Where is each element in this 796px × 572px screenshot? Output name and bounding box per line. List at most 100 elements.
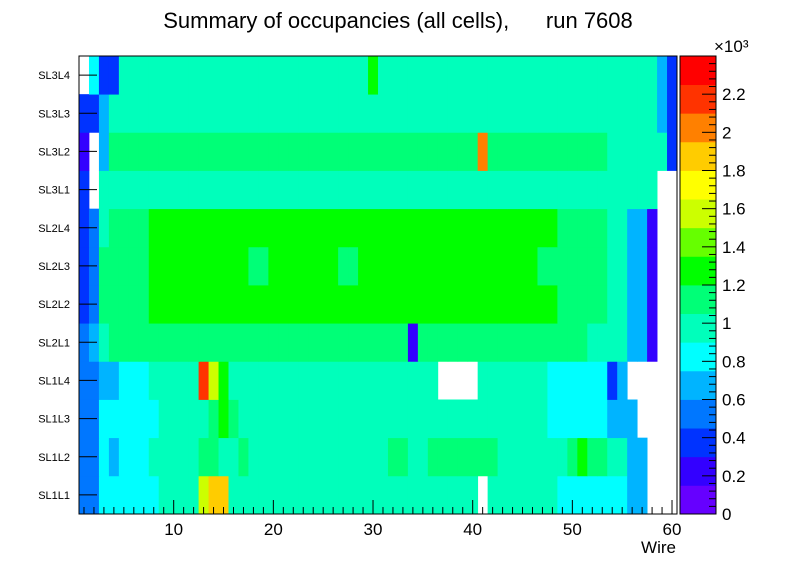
y-tick-label: SL3L2: [38, 146, 70, 158]
heatmap-cell: [447, 132, 459, 171]
heatmap-cell: [567, 323, 578, 362]
heatmap-cell: [537, 208, 548, 248]
heatmap-cell: [397, 170, 409, 210]
heatmap-cell: [557, 361, 568, 400]
heatmap-cell: [497, 399, 508, 439]
heatmap-cell: [338, 170, 349, 210]
heatmap-cell: [477, 361, 489, 400]
heatmap-cell: [447, 56, 459, 95]
x-tick-label: 60: [663, 520, 682, 539]
heatmap-cell: [128, 132, 140, 171]
heatmap-cell: [258, 323, 269, 362]
heatmap-cell: [348, 323, 359, 362]
heatmap-cell: [98, 208, 110, 248]
heatmap-cell: [318, 170, 329, 210]
heatmap-cell: [338, 132, 349, 171]
heatmap-cell: [318, 56, 329, 95]
heatmap-cell: [477, 399, 489, 439]
heatmap-cell: [387, 361, 399, 400]
heatmap-cell: [218, 170, 229, 210]
color-scale-label: 2.2: [722, 85, 746, 104]
heatmap-cell: [587, 94, 598, 133]
heatmap-cell: [547, 56, 558, 95]
heatmap-cell: [368, 285, 379, 324]
heatmap-cell: [118, 285, 130, 324]
heatmap-cell: [477, 132, 489, 171]
heatmap-cell: [557, 132, 568, 171]
heatmap-cell: [477, 323, 489, 362]
heatmap-cell: [517, 437, 528, 477]
heatmap-cell: [318, 475, 329, 515]
heatmap-cell: [348, 475, 359, 515]
heatmap-cell: [467, 208, 479, 248]
heatmap-cell: [248, 246, 259, 286]
heatmap-cell: [617, 170, 628, 210]
heatmap-cell: [228, 246, 239, 286]
heatmap-cell: [607, 94, 618, 133]
heatmap-cell: [487, 208, 498, 248]
heatmap-cell: [657, 94, 668, 133]
heatmap-cell: [188, 246, 199, 286]
heatmap-cell: [497, 170, 508, 210]
heatmap-cell: [507, 246, 518, 286]
color-scale-label: 1.4: [722, 238, 746, 257]
heatmap-cell: [557, 94, 568, 133]
x-tick-label: 30: [364, 520, 383, 539]
heatmap-cell: [617, 475, 628, 515]
heatmap-cell: [258, 361, 269, 400]
heatmap-cell: [198, 285, 209, 324]
heatmap-cell: [617, 437, 628, 477]
heatmap-cell: [98, 132, 110, 171]
heatmap-cell: [627, 475, 638, 515]
heatmap-cell: [148, 94, 160, 133]
heatmap-cell: [198, 246, 209, 286]
heatmap-cell: [467, 132, 479, 171]
heatmap-cell: [268, 475, 279, 515]
heatmap-cell: [98, 323, 110, 362]
heatmap-cell: [298, 94, 309, 133]
y-tick-label: SL2L2: [38, 299, 70, 311]
heatmap-cell: [547, 437, 558, 477]
heatmap-cell: [148, 475, 160, 515]
heatmap-cell: [118, 399, 130, 439]
heatmap-cell: [328, 475, 339, 515]
heatmap-cell: [198, 399, 209, 439]
y-axis: SL1L1 SL1L2 SL1L3 SL1L4 SL2L1 SL2L2 SL2L3 SL2L4…: [38, 70, 97, 502]
heatmap-cell: [637, 56, 648, 95]
heatmap-cell: [218, 94, 229, 133]
y-tick-label: SL1L4: [38, 375, 70, 387]
heatmap-cell: [567, 208, 578, 248]
color-scale-swatch: [680, 342, 716, 372]
heatmap-cell: [517, 208, 528, 248]
heatmap-cell: [358, 437, 369, 477]
heatmap-cell: [298, 56, 309, 95]
heatmap-cell: [128, 475, 140, 515]
heatmap-cell: [527, 94, 538, 133]
heatmap-cell: [98, 56, 110, 95]
heatmap-cell: [358, 246, 369, 286]
heatmap-cell: [627, 132, 638, 171]
heatmap-cell: [208, 56, 219, 95]
heatmap-cell: [507, 475, 518, 515]
heatmap-cell: [378, 285, 389, 324]
heatmap-cell: [288, 361, 299, 400]
heatmap-cell: [547, 246, 558, 286]
heatmap-cell: [158, 246, 170, 286]
heatmap-cell: [537, 475, 548, 515]
heatmap-cell: [258, 399, 269, 439]
heatmap-cell: [198, 361, 209, 400]
heatmap-cell: [278, 208, 289, 248]
heatmap-cell: [148, 399, 160, 439]
color-scale-exponent: ×10³: [714, 37, 749, 56]
heatmap-cell: [457, 170, 469, 210]
heatmap-cell: [497, 437, 508, 477]
heatmap-cell: [138, 475, 150, 515]
heatmap-cell: [208, 208, 219, 248]
heatmap-cell: [238, 399, 249, 439]
heatmap-cell: [158, 323, 170, 362]
heatmap-cell: [368, 132, 379, 171]
heatmap-cell: [168, 475, 180, 515]
heatmap-cell: [427, 208, 439, 248]
heatmap-cell: [138, 94, 150, 133]
heatmap-cell: [417, 246, 429, 286]
